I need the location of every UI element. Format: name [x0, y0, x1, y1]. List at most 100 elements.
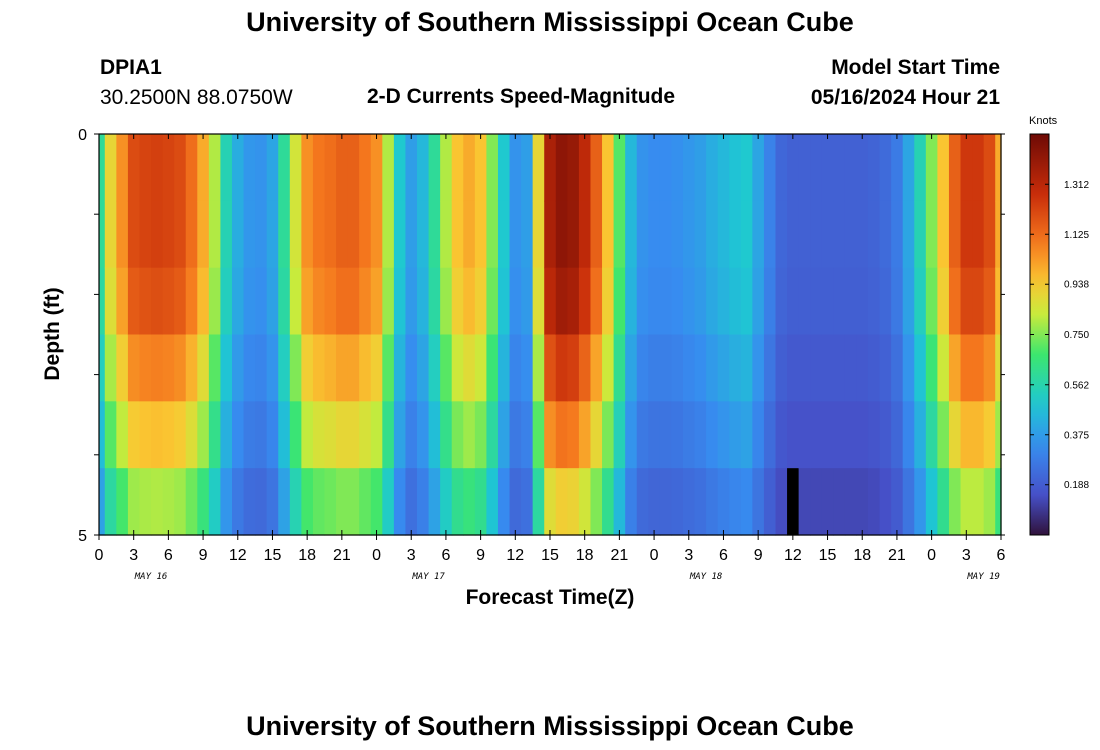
- heatmap-cell: [972, 200, 985, 269]
- heatmap-cell: [463, 401, 476, 469]
- heatmap-cell: [243, 200, 256, 269]
- heatmap-cell: [972, 468, 985, 536]
- heatmap-cell: [763, 200, 777, 269]
- heatmap-cell: [925, 200, 938, 269]
- heatmap-cell: [833, 200, 846, 269]
- heatmap-cell: [590, 401, 603, 469]
- heatmap-cell: [231, 334, 245, 402]
- heatmap-cell: [486, 401, 499, 469]
- heatmap-cell: [359, 334, 372, 402]
- heatmap-cell: [775, 267, 788, 336]
- heatmap-cell: [740, 401, 753, 469]
- heatmap-cell: [197, 468, 210, 536]
- heatmap-cell: [578, 468, 592, 536]
- heatmap-cell: [289, 200, 302, 269]
- heatmap-cell: [220, 468, 233, 536]
- heatmap-cell: [266, 468, 279, 536]
- heatmap-cell: [891, 401, 904, 469]
- heatmap-cell: [532, 401, 545, 469]
- heatmap-cell: [301, 334, 314, 402]
- heatmap-cell: [821, 267, 834, 336]
- day-label: MAY 16: [134, 572, 168, 582]
- heatmap-cell: [208, 468, 222, 536]
- heatmap-cell: [521, 401, 534, 469]
- heatmap-cell: [497, 134, 511, 202]
- heatmap-cell: [486, 134, 499, 202]
- heatmap-cell: [151, 334, 164, 402]
- heatmap-cell: [833, 468, 846, 536]
- heatmap-cell: [810, 267, 823, 336]
- heatmap-cell: [972, 267, 985, 336]
- heatmap-cell: [231, 200, 245, 269]
- heatmap-cell: [139, 200, 152, 269]
- heatmap-cell: [868, 200, 881, 269]
- heatmap-cell: [347, 334, 360, 402]
- y-axis-title: Depth (ft): [41, 287, 64, 380]
- x-tick-label: 0: [927, 547, 936, 564]
- heatmap-cell: [555, 468, 568, 536]
- heatmap-cell: [255, 334, 268, 402]
- heatmap-cell: [729, 468, 742, 536]
- heatmap-cell: [382, 134, 395, 202]
- heatmap-cell: [810, 334, 823, 402]
- heatmap-cell: [174, 468, 187, 536]
- heatmap-cell: [879, 267, 892, 336]
- heatmap-cell: [185, 200, 198, 269]
- heatmap-cell: [602, 267, 615, 336]
- heatmap-cell: [937, 134, 950, 202]
- heatmap-cell: [197, 334, 210, 402]
- colorbar-tick-label: 0.188: [1064, 480, 1089, 491]
- heatmap-cell: [474, 267, 487, 336]
- plot-subtitle: 2-D Currents Speed-Magnitude: [367, 85, 676, 108]
- heatmap-cell: [370, 334, 383, 402]
- heatmap-cell: [590, 134, 603, 202]
- heatmap-cell: [798, 200, 811, 269]
- heatmap-cells: [99, 134, 1002, 536]
- heatmap-cell: [555, 401, 568, 469]
- heatmap-cell: [127, 134, 141, 202]
- heatmap-cell: [278, 134, 291, 202]
- heatmap-cell: [359, 267, 372, 336]
- heatmap-cell: [567, 468, 580, 536]
- heatmap-cell: [694, 134, 707, 202]
- heatmap-cell: [856, 200, 869, 269]
- heatmap-cell: [428, 267, 441, 336]
- heatmap-cell: [902, 200, 915, 269]
- heatmap-cell: [694, 200, 707, 269]
- heatmap-cell: [440, 468, 453, 536]
- heatmap-cell: [474, 468, 487, 536]
- x-axis: 0 3 6 9 12 15 18 21 0 3 6 9 12 15 18 21 0 3 6 9 12 15 18 21 0 3 6 M…: [95, 134, 1006, 582]
- colorbar-tick-label: 1.312: [1064, 180, 1089, 191]
- heatmap-cell: [625, 468, 638, 536]
- heatmap-cell: [636, 401, 649, 469]
- heatmap-cell: [948, 267, 962, 336]
- x-tick-label: 6: [441, 547, 450, 564]
- heatmap-cell: [104, 401, 117, 469]
- heatmap-cell: [255, 401, 268, 469]
- heatmap-cell: [463, 334, 476, 402]
- heatmap-cell: [694, 267, 707, 336]
- heatmap-cell: [532, 200, 545, 269]
- heatmap-cell: [474, 134, 487, 202]
- heatmap-cell: [162, 267, 175, 336]
- x-tick-label: 6: [719, 547, 728, 564]
- heatmap-cell: [972, 401, 985, 469]
- heatmap-cell: [324, 134, 337, 202]
- heatmap-cell: [578, 134, 592, 202]
- heatmap-cell: [763, 334, 777, 402]
- heatmap-cell: [417, 134, 430, 202]
- heatmap-cell: [532, 334, 545, 402]
- heatmap-cell: [509, 401, 522, 469]
- heatmap-cell: [717, 401, 730, 469]
- heatmap-cell: [289, 468, 302, 536]
- heatmap-cell: [659, 267, 673, 336]
- x-tick-label: 12: [506, 547, 524, 564]
- heatmap-cell: [810, 401, 823, 469]
- heatmap-cell: [590, 334, 603, 402]
- heatmap-cell: [312, 468, 326, 536]
- heatmap-cell: [440, 200, 453, 269]
- heatmap-cell: [151, 200, 164, 269]
- heatmap-cell: [995, 134, 1002, 202]
- heatmap-cell: [497, 468, 511, 536]
- heatmap-cell: [787, 267, 800, 336]
